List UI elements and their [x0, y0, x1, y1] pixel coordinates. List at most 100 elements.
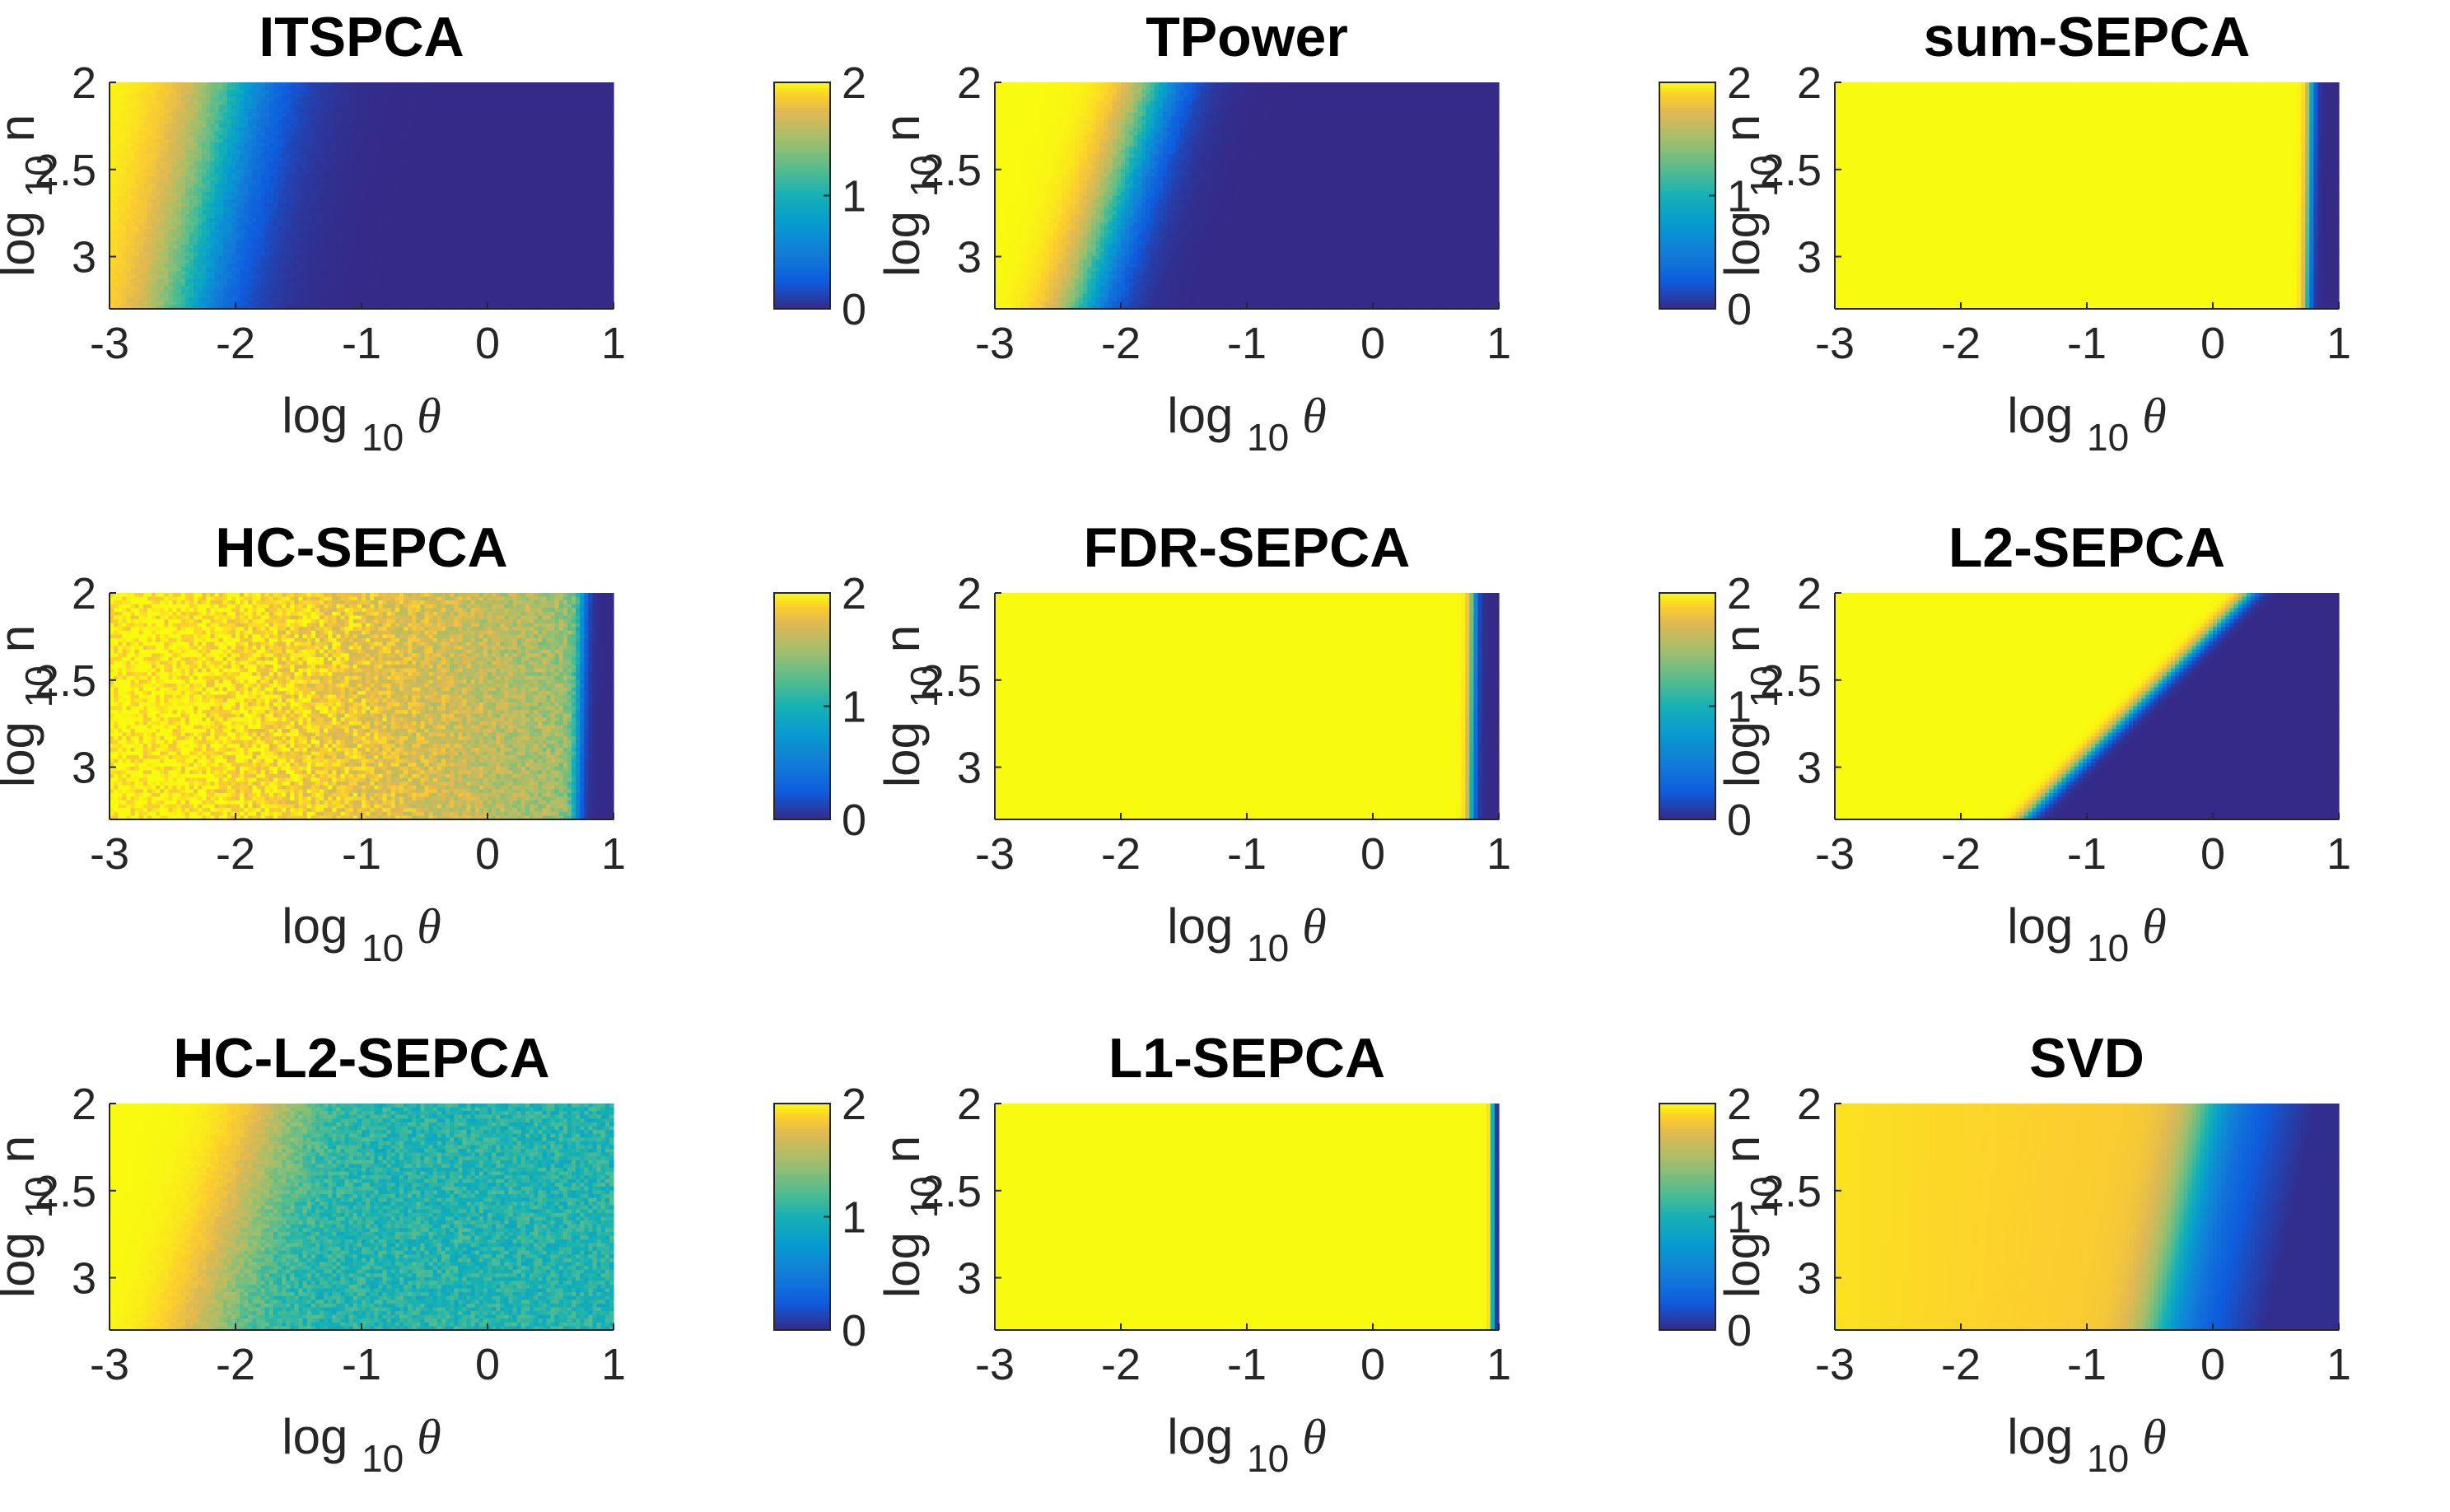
heatmap-cell [320, 116, 324, 120]
heatmap-cell [509, 86, 514, 91]
heatmap-cell [601, 124, 606, 128]
heatmap-cell [425, 82, 430, 86]
heatmap-cell [475, 101, 480, 105]
heatmap-cell [194, 94, 198, 98]
heatmap-cell [328, 128, 333, 132]
heatmap-cell [244, 105, 249, 110]
heatmap-cell [248, 90, 253, 94]
heatmap-cell [282, 82, 287, 86]
heatmap-cell [475, 113, 480, 117]
heatmap-cell [479, 116, 484, 120]
heatmap-cell [416, 105, 421, 110]
heatmap-cell [122, 86, 127, 91]
heatmap-itspca [110, 82, 614, 310]
heatmap-cell [387, 86, 392, 91]
heatmap-cell [126, 90, 131, 94]
heatmap-cell [299, 105, 304, 110]
heatmap-cell [336, 82, 341, 86]
heatmap-cell [521, 90, 526, 94]
heatmap-cell [227, 124, 232, 128]
heatmap-cell [152, 101, 156, 105]
heatmap-cell [563, 82, 568, 86]
heatmap-cell [294, 101, 299, 105]
heatmap-cell [454, 97, 459, 101]
heatmap-cell [143, 101, 148, 105]
heatmap-cell [332, 124, 337, 128]
heatmap-cell [366, 105, 371, 110]
heatmap-cell [509, 101, 514, 105]
heatmap-cell [483, 116, 488, 120]
heatmap-cell [391, 97, 396, 101]
heatmap-cell [332, 120, 337, 124]
heatmap-cell [173, 116, 178, 120]
heatmap-cell [483, 105, 488, 110]
heatmap-cell [534, 82, 539, 86]
heatmap-cell [454, 109, 459, 113]
heatmap-cell [131, 101, 136, 105]
heatmap-cell [282, 101, 287, 105]
heatmap-cell [471, 90, 476, 94]
heatmap-cell [181, 113, 186, 117]
heatmap-cell [395, 82, 400, 86]
heatmap-cell [156, 86, 161, 91]
heatmap-cell [597, 94, 602, 98]
heatmap-cell [555, 116, 560, 120]
heatmap-cell [202, 105, 207, 110]
heatmap-cell [135, 82, 140, 86]
heatmap-cell [126, 97, 131, 101]
heatmap-cell [601, 113, 606, 117]
heatmap-cell [294, 113, 299, 117]
heatmap-cell [278, 105, 282, 110]
heatmap-cell [152, 97, 156, 101]
heatmap-cell [588, 90, 593, 94]
heatmap-cell [492, 94, 497, 98]
heatmap-cell [584, 124, 589, 128]
heatmap-cell [290, 116, 295, 120]
heatmap-cell [236, 94, 240, 98]
heatmap-cell [236, 120, 240, 124]
heatmap-cell [462, 116, 467, 120]
heatmap-cell [509, 124, 514, 128]
heatmap-cell [164, 94, 169, 98]
heatmap-cell [412, 101, 417, 105]
heatmap-cell [152, 128, 156, 132]
heatmap-cell [219, 124, 224, 128]
heatmap-cell [290, 120, 295, 124]
heatmap-cell [387, 97, 392, 101]
heatmap-cell [114, 105, 119, 110]
heatmap-cell [441, 94, 446, 98]
heatmap-cell [584, 97, 589, 101]
heatmap-cell [282, 109, 287, 113]
heatmap-cell [404, 90, 408, 94]
heatmap-cell [160, 124, 165, 128]
heatmap-cell [131, 116, 136, 120]
heatmap-cell [513, 86, 518, 91]
heatmap-cell [118, 97, 123, 101]
heatmap-cell [366, 101, 371, 105]
heatmap-cell [219, 128, 224, 132]
heatmap-cell [202, 109, 207, 113]
heatmap-cell [374, 113, 379, 117]
heatmap-cell [433, 94, 438, 98]
heatmap-cell [395, 109, 400, 113]
heatmap-cell [126, 101, 131, 105]
heatmap-cell [307, 128, 312, 132]
heatmap-cell [240, 116, 245, 120]
heatmap-cell [269, 82, 274, 86]
heatmap-cell [525, 101, 530, 105]
heatmap-cell [168, 101, 173, 105]
heatmap-cell [530, 105, 534, 110]
heatmap-cell [509, 109, 514, 113]
heatmap-cell [454, 101, 459, 105]
heatmap-cell [248, 128, 253, 132]
heatmap-cell [122, 90, 127, 94]
heatmap-cell [597, 105, 602, 110]
heatmap-cell [425, 120, 430, 124]
heatmap-cell [538, 105, 543, 110]
heatmap-cell [483, 113, 488, 117]
heatmap-cell [290, 124, 295, 128]
heatmap-cell [332, 90, 337, 94]
heatmap-cell [341, 97, 346, 101]
heatmap-cell [315, 113, 320, 117]
heatmap-cell [576, 94, 581, 98]
